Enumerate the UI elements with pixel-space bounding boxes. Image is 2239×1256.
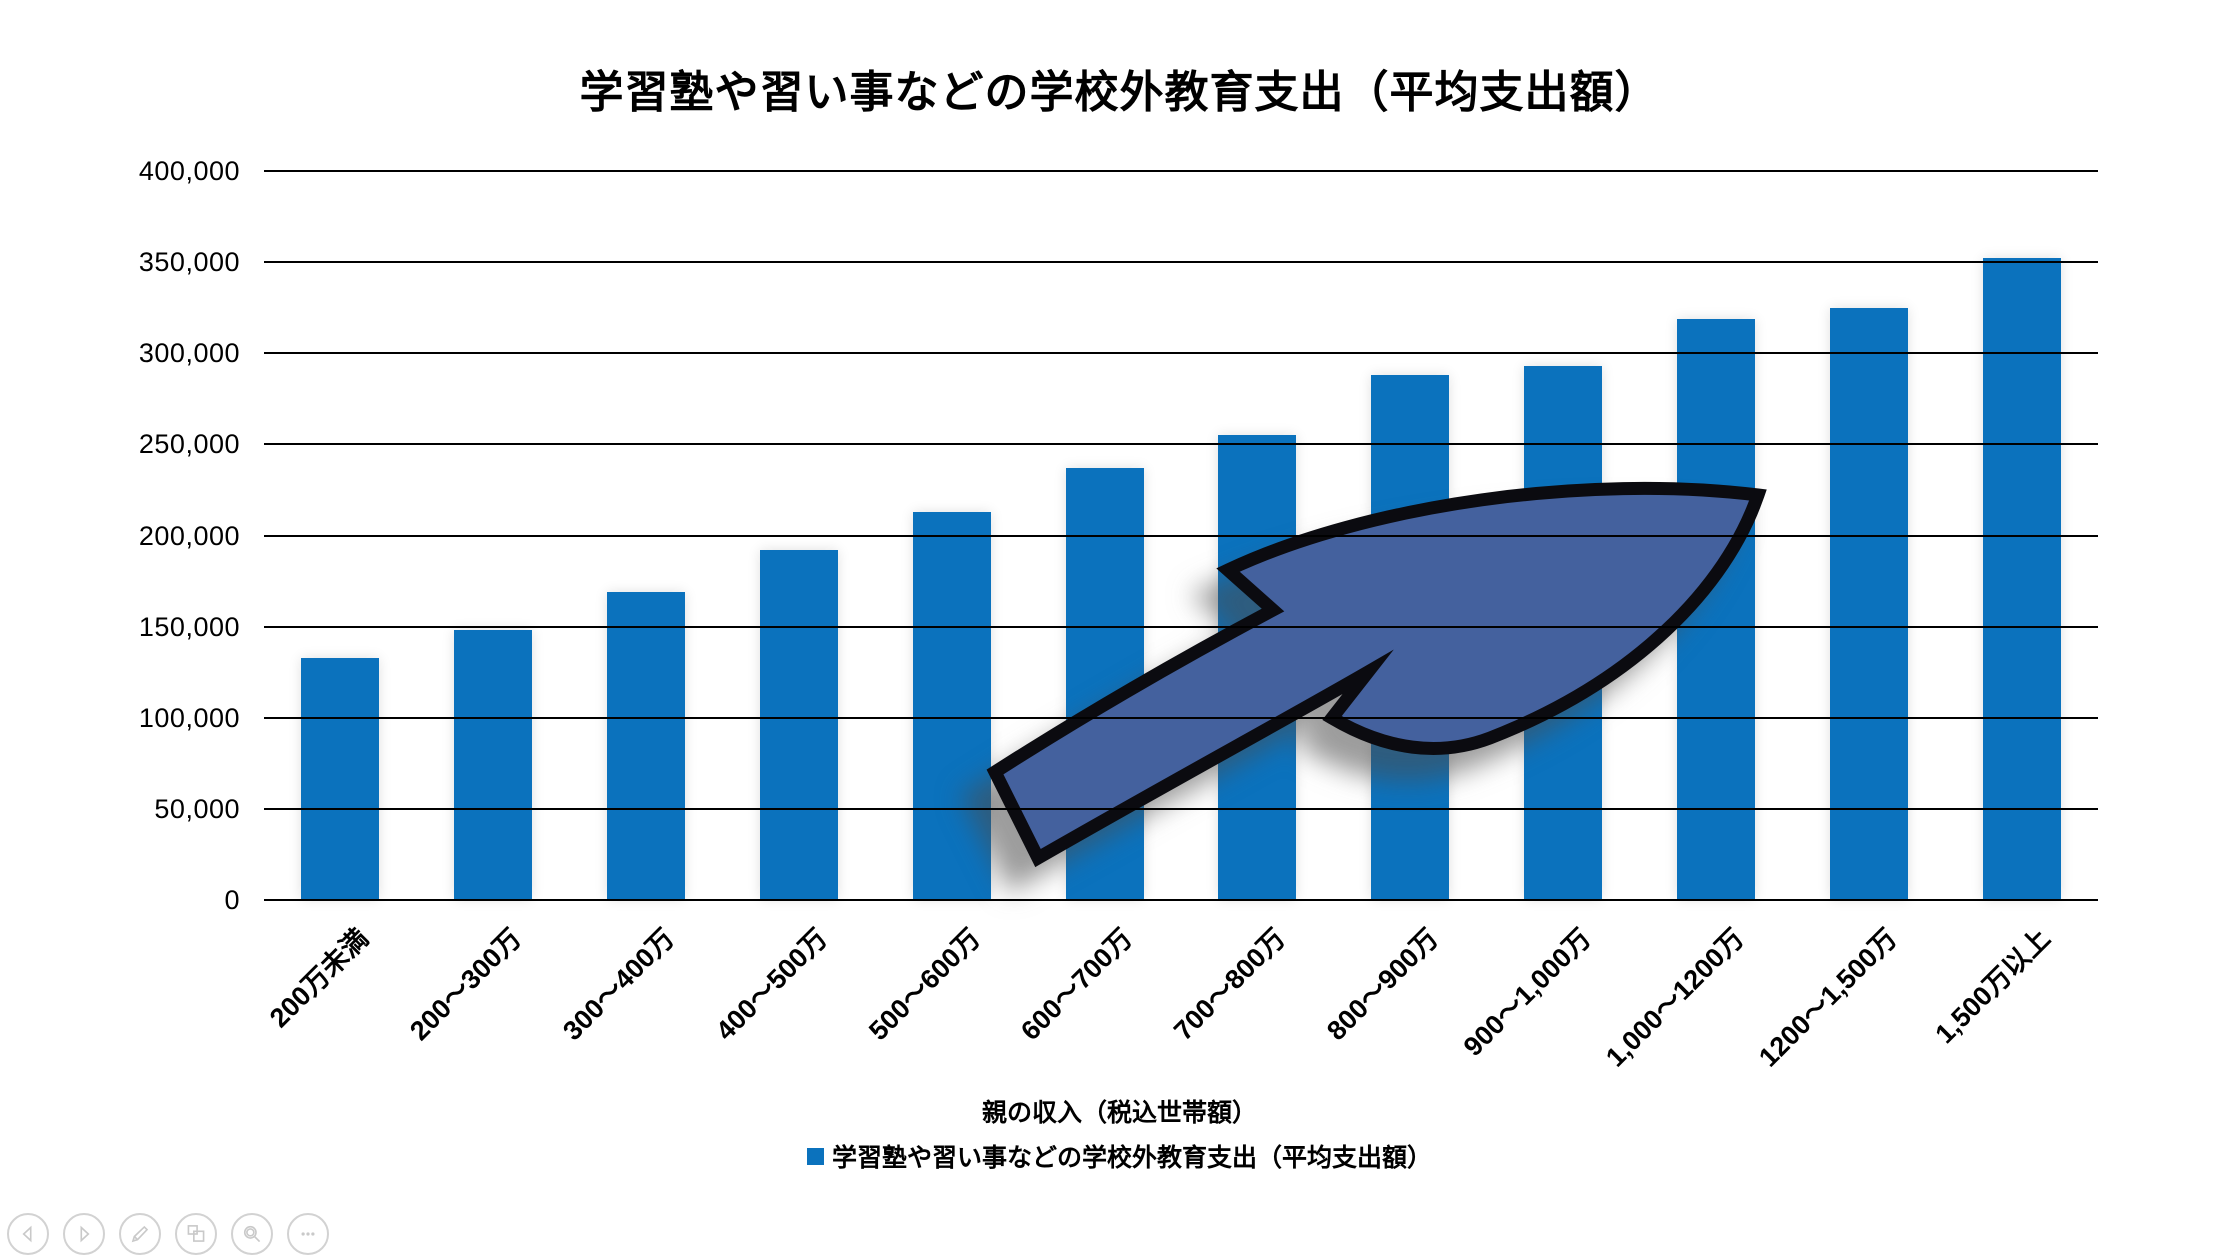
chart-title: 学習塾や習い事などの学校外教育支出（平均支出額） [579, 68, 1660, 117]
x-axis-title: 親の収入（税込世帯額） [981, 1099, 1257, 1127]
x-axis-category-label: 400～500万 [709, 922, 834, 1047]
pen-icon [131, 1225, 149, 1243]
gridline [264, 716, 2098, 719]
x-axis-category-label: 1200～1,500万 [1753, 922, 1903, 1073]
slides-icon [187, 1225, 205, 1242]
slideshow-toolbar [7, 1213, 329, 1255]
pen-slide-button[interactable] [119, 1213, 161, 1255]
y-axis-tick-label: 200,000 [138, 520, 240, 551]
gridline [264, 625, 2098, 628]
next-slide-button[interactable] [63, 1213, 105, 1255]
gridline [264, 807, 2098, 810]
y-axis-tick-label: 250,000 [138, 429, 240, 460]
y-axis-tick-label: 150,000 [138, 611, 240, 642]
legend-marker-icon [806, 1147, 824, 1165]
x-axis-category-label: 300～400万 [557, 922, 681, 1047]
x-axis-category-label: 200～300万 [404, 922, 528, 1047]
bar [759, 550, 838, 899]
more-icon [301, 1232, 315, 1236]
slides-slide-button[interactable] [175, 1213, 217, 1255]
y-axis-tick-label: 350,000 [138, 247, 240, 278]
bar [912, 511, 991, 899]
previous-slide-button[interactable] [7, 1213, 49, 1255]
y-axis-tick-label: 300,000 [138, 338, 240, 369]
legend-label: 学習塾や習い事などの学校外教育支出（平均支出額） [831, 1144, 1432, 1172]
bar [1829, 307, 1908, 899]
zoom-slide-button[interactable] [231, 1213, 273, 1255]
more-slide-button[interactable] [287, 1213, 329, 1255]
y-axis-tick-label: 0 [224, 885, 240, 915]
x-axis-category-label: 1,000～1200万 [1600, 922, 1751, 1073]
y-axis-tick-label: 400,000 [138, 156, 240, 186]
gridline [264, 443, 2098, 446]
x-axis-line [264, 899, 2098, 901]
y-axis-tick-label: 50,000 [154, 793, 240, 824]
legend: 学習塾や習い事などの学校外教育支出（平均支出額） [0, 1138, 2239, 1174]
previous-icon [22, 1225, 32, 1243]
bar [1982, 258, 2061, 899]
bar [607, 591, 686, 899]
growth-arrow-icon [986, 481, 1767, 868]
x-axis-category-label: 200万未満 [264, 922, 375, 1034]
bar [301, 657, 380, 899]
gridline [264, 170, 2098, 172]
gridline [264, 352, 2098, 355]
x-axis-category-label: 1,500万以上 [1929, 922, 2056, 1050]
zoom-icon [243, 1225, 261, 1243]
y-axis-tick-label: 100,000 [138, 702, 240, 733]
gridline [264, 261, 2098, 264]
gridline [264, 534, 2098, 537]
bar [454, 630, 533, 899]
next-icon [80, 1225, 90, 1243]
